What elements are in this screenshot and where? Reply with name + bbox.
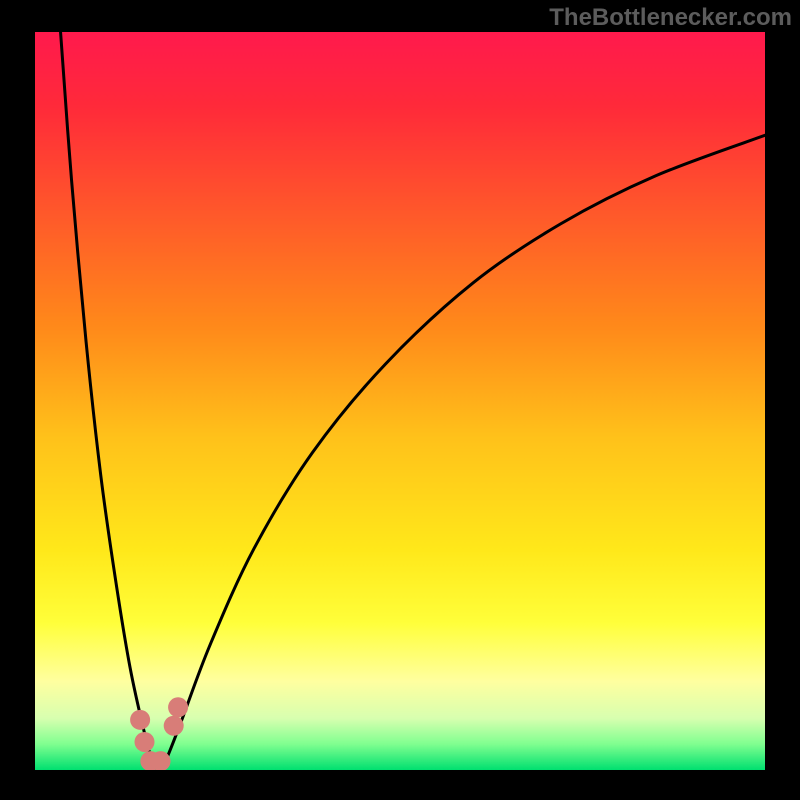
right-rising-curve xyxy=(159,135,765,770)
chart-stage: TheBottlenecker.com xyxy=(0,0,800,800)
data-marker xyxy=(168,697,188,717)
data-marker xyxy=(164,716,184,736)
data-marker xyxy=(135,732,155,752)
watermark-label: TheBottlenecker.com xyxy=(549,4,792,32)
plot-area xyxy=(35,32,765,770)
data-marker xyxy=(130,710,150,730)
left-falling-curve xyxy=(61,32,160,770)
bottleneck-curve-layer xyxy=(35,32,765,770)
